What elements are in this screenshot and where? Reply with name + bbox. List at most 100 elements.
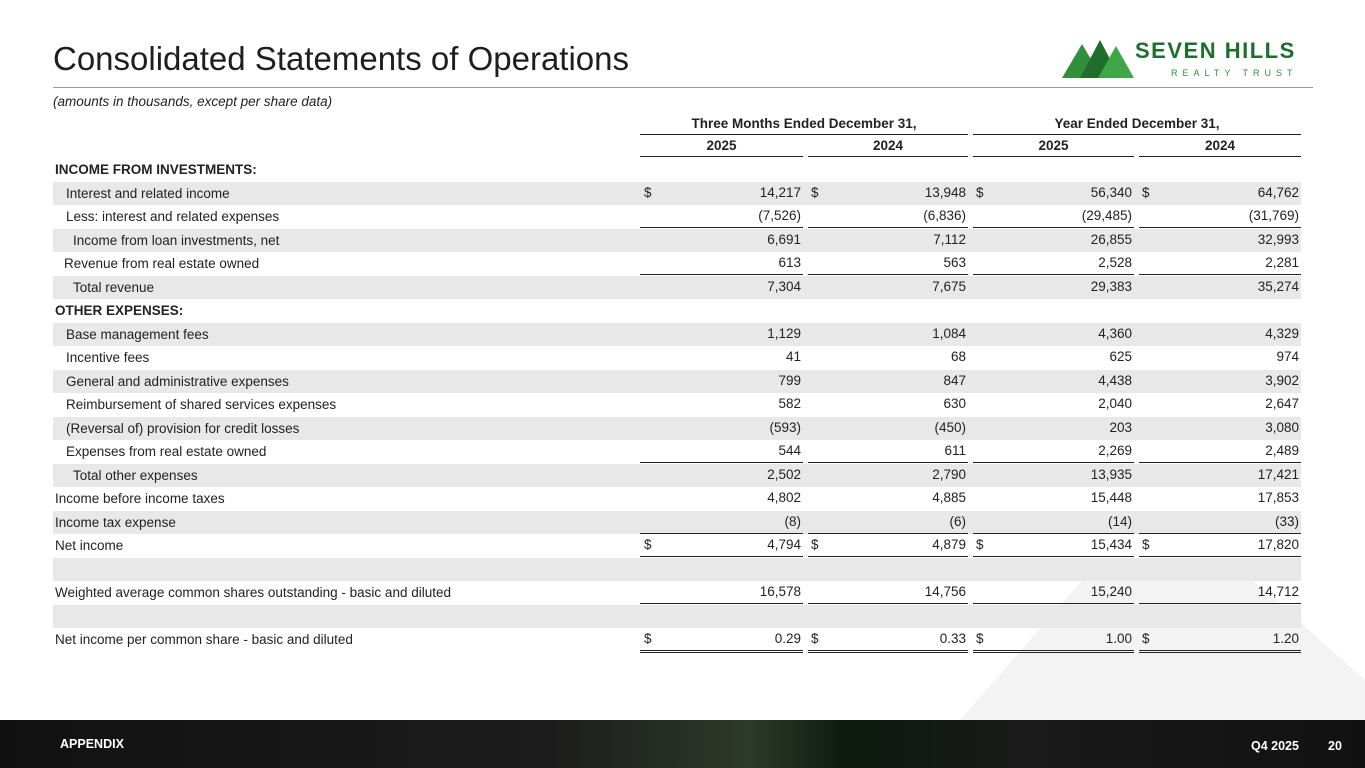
- cell: $14,217: [640, 182, 803, 204]
- cell: 563: [808, 252, 968, 275]
- cell-value: 68: [950, 349, 966, 364]
- cell: 35,274: [1139, 276, 1301, 298]
- cell-value: (450): [934, 419, 966, 435]
- currency-symbol: $: [976, 537, 984, 552]
- cell: 16,578: [640, 581, 803, 606]
- cell: 15,240: [973, 581, 1134, 606]
- cell: 613: [640, 252, 803, 275]
- row-label: Income tax expense: [55, 514, 176, 530]
- cell: 4,885: [808, 487, 968, 509]
- cell-value: 4,885: [932, 490, 966, 505]
- cell: $4,879: [808, 534, 968, 559]
- cell-value: (31,769): [1248, 208, 1299, 223]
- cell-value: 582: [778, 396, 801, 411]
- section-label: INCOME FROM INVESTMENTS:: [55, 162, 257, 177]
- table-row: Net income per common share - basic and …: [53, 628, 1301, 653]
- cell: 41: [640, 346, 803, 368]
- cell: 1,084: [808, 323, 968, 345]
- cell: 17,853: [1139, 487, 1301, 509]
- cell-value: 613: [778, 255, 801, 270]
- currency-symbol: $: [644, 631, 652, 646]
- cell: $1.00: [973, 628, 1134, 653]
- cell-value: 14,217: [759, 184, 801, 200]
- logo-tagline: REALTY TRUST: [1171, 68, 1298, 78]
- footer: APPENDIX Q4 2025 20: [0, 720, 1365, 768]
- cell: 6,691: [640, 229, 803, 251]
- cell-value: 15,434: [1090, 537, 1132, 552]
- cell: 4,329: [1139, 323, 1301, 345]
- cell-value: 16,578: [759, 584, 801, 599]
- cell: 7,112: [808, 229, 968, 251]
- row-label: Expenses from real estate owned: [66, 444, 267, 459]
- currency-symbol: $: [1142, 184, 1150, 200]
- cell: 1,129: [640, 323, 803, 345]
- group-header: Year Ended December 31,: [973, 116, 1301, 135]
- cell: 2,489: [1139, 440, 1301, 463]
- column-header: 2025: [973, 138, 1134, 157]
- currency-symbol: $: [811, 184, 819, 200]
- cell-value: (14): [1107, 513, 1132, 529]
- cell: $4,794: [640, 534, 803, 559]
- cell: (14): [973, 511, 1134, 534]
- currency-symbol: $: [1142, 631, 1150, 646]
- cell-value: 4,329: [1265, 325, 1299, 341]
- cell-value: 2,489: [1265, 443, 1299, 458]
- cell-value: 4,360: [1098, 325, 1132, 341]
- cell-value: 15,448: [1090, 490, 1132, 505]
- row-label: Reimbursement of shared services expense…: [66, 397, 337, 412]
- table-row: OTHER EXPENSES:: [53, 299, 1301, 323]
- currency-symbol: $: [976, 184, 984, 200]
- cell: 14,712: [1139, 581, 1301, 606]
- cell: 17,421: [1139, 464, 1301, 486]
- cell: 3,080: [1139, 417, 1301, 439]
- cell: 2,790: [808, 464, 968, 486]
- row-label: Revenue from real estate owned: [64, 256, 260, 271]
- currency-symbol: $: [644, 537, 652, 552]
- row-label: Base management fees: [66, 326, 209, 342]
- cell-value: 2,281: [1265, 255, 1299, 270]
- logo-name: SEVEN HILLS: [1135, 38, 1296, 63]
- cell: 799: [640, 370, 803, 392]
- cell-value: 17,421: [1257, 466, 1299, 482]
- cell: 847: [808, 370, 968, 392]
- cell-value: (6,836): [923, 208, 966, 223]
- cell-value: (593): [769, 419, 801, 435]
- cell: 2,647: [1139, 393, 1301, 415]
- cell: 2,528: [973, 252, 1134, 275]
- row-label: Weighted average common shares outstandi…: [55, 585, 451, 600]
- cell-value: 847: [943, 372, 966, 388]
- cell-value: 7,304: [767, 278, 801, 294]
- cell-value: 4,879: [932, 537, 966, 552]
- cell: 544: [640, 440, 803, 463]
- cell-value: 13,935: [1090, 466, 1132, 482]
- currency-symbol: $: [811, 537, 819, 552]
- row-label: Interest and related income: [66, 185, 230, 201]
- row-label: Net income per common share - basic and …: [55, 632, 353, 647]
- currency-symbol: $: [811, 631, 819, 646]
- column-header: 2024: [808, 138, 968, 157]
- cell: 13,935: [973, 464, 1134, 486]
- cell-value: (6): [949, 513, 967, 529]
- cell: 582: [640, 393, 803, 415]
- cell-value: 2,790: [932, 466, 966, 482]
- cell-value: 7,675: [932, 278, 966, 294]
- table-row: Base management fees 1,129 1,084 4,360 4,329: [53, 322, 1301, 346]
- cell-value: 799: [778, 372, 801, 388]
- cell-value: 630: [943, 396, 966, 411]
- cell-value: 0.33: [939, 631, 966, 646]
- currency-symbol: $: [1142, 537, 1150, 552]
- cell: 625: [973, 346, 1134, 368]
- divider: [53, 87, 1313, 88]
- cell: 15,448: [973, 487, 1134, 509]
- table-row: Total revenue 7,304 7,675 29,383 35,274: [53, 275, 1301, 299]
- table-row: Incentive fees 41 68 625 974: [53, 346, 1301, 370]
- cell: $1.20: [1139, 628, 1301, 653]
- cell-value: 625: [1109, 349, 1132, 364]
- table-row: [53, 604, 1301, 628]
- table-row: INCOME FROM INVESTMENTS:: [53, 158, 1301, 182]
- currency-symbol: $: [644, 184, 652, 200]
- cell: 4,360: [973, 323, 1134, 345]
- cell-value: 2,040: [1098, 396, 1132, 411]
- cell-value: 4,438: [1098, 372, 1132, 388]
- cell-value: (29,485): [1081, 208, 1132, 223]
